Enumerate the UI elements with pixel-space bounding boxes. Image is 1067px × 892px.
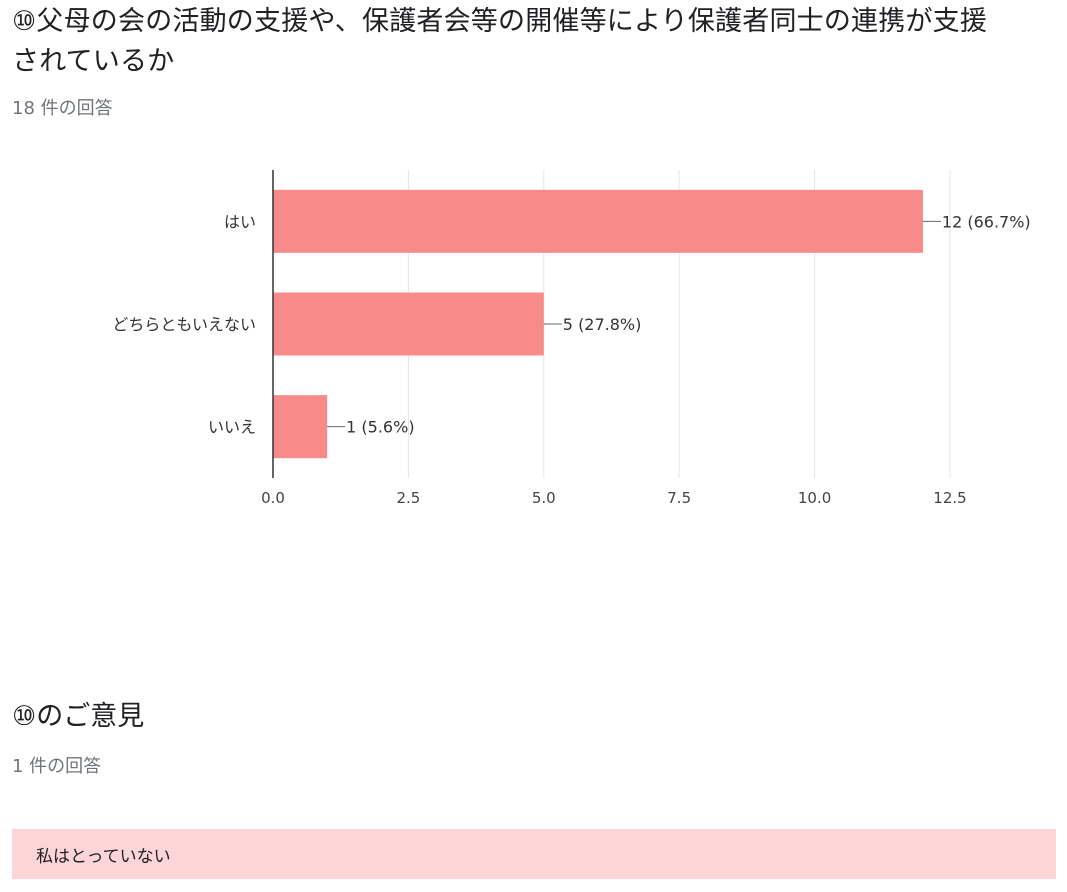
category-label: どちらともいえない	[112, 315, 256, 334]
data-label: 5 (27.8%)	[563, 315, 642, 334]
x-tick-label: 5.0	[532, 489, 556, 507]
data-label: 1 (5.6%)	[346, 418, 414, 437]
x-tick-label: 0.0	[261, 489, 285, 507]
bar	[273, 395, 328, 459]
question-title-2: ⑩のご意見	[12, 701, 145, 732]
question-title: ⑩父母の会の活動の支援や、保護者会等の開催等により保護者同士の連携が支援されてい…	[12, 6, 988, 77]
response-text: 私はとっていない	[36, 846, 171, 867]
bar	[273, 189, 923, 253]
response-item: 私はとっていない	[12, 829, 1056, 879]
x-tick-label: 10.0	[798, 489, 831, 507]
x-tick-label: 2.5	[396, 489, 420, 507]
bar	[273, 292, 544, 356]
x-tick-label: 12.5	[933, 489, 966, 507]
category-label: はい	[224, 212, 256, 231]
bar-chart: 0.0 2.5 5.0 7.5 10.0 12.5 はい 12 (66.7%) どちらともいえな…	[0, 150, 1067, 520]
category-label: いいえ	[208, 418, 256, 437]
data-label: 12 (66.7%)	[942, 212, 1031, 231]
x-tick-label: 7.5	[667, 489, 691, 507]
bar-chart-svg: 0.0 2.5 5.0 7.5 10.0 12.5 はい 12 (66.7%) どちらともいえな…	[112, 170, 1031, 507]
response-count-2: 1 件の回答	[12, 756, 102, 777]
response-count: 18 件の回答	[12, 98, 113, 119]
